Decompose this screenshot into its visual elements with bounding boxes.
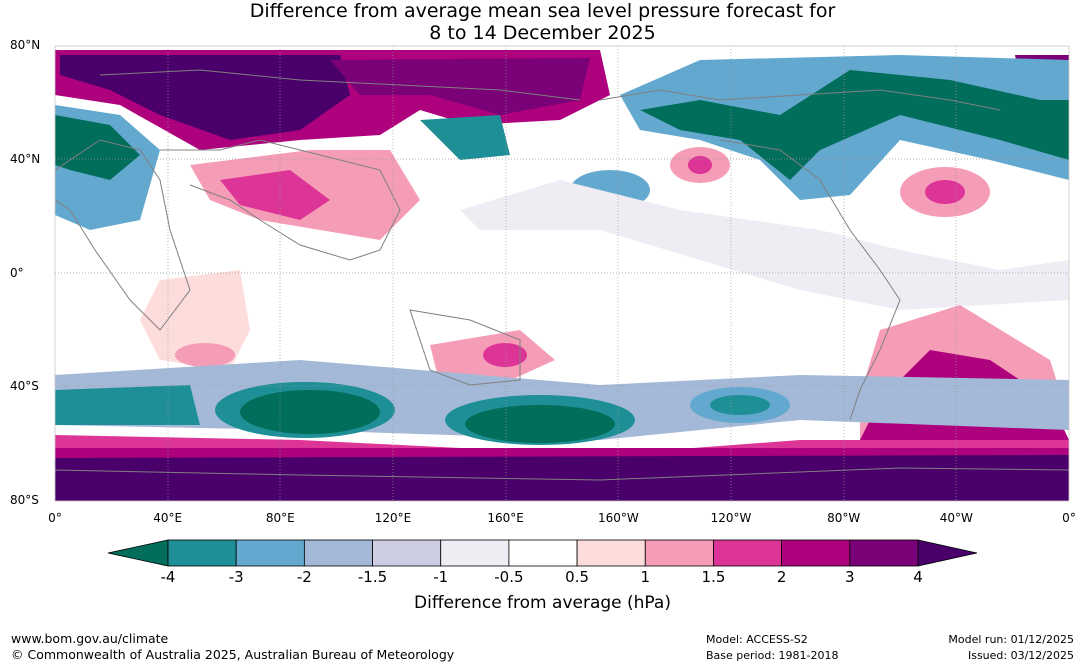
graticule-lines bbox=[55, 46, 1069, 501]
footer-issued: Issued: 03/12/2025 bbox=[967, 649, 1074, 662]
longitude-label: 40°W bbox=[939, 511, 973, 525]
map-title-line2: 8 to 14 December 2025 bbox=[429, 22, 656, 44]
latitude-label: 80°N bbox=[10, 38, 41, 52]
anomaly-region-europe-core bbox=[55, 115, 140, 180]
colorbar-tick: 2 bbox=[776, 568, 787, 586]
colorbar-swatch bbox=[508, 539, 578, 567]
colorbar-extend-low bbox=[107, 539, 169, 567]
longitude-label: 120°E bbox=[374, 511, 412, 525]
latitude-label: 40°S bbox=[10, 379, 39, 394]
colorbar-tick: -4 bbox=[160, 568, 176, 586]
footer-model-run: Model run: 01/12/2025 bbox=[948, 633, 1074, 646]
colorbar-tick: 0.5 bbox=[565, 568, 590, 586]
anomaly-region-tropics-lightblue bbox=[460, 180, 1069, 310]
anomaly-region-indian-pink bbox=[140, 270, 250, 370]
footer-base-period: Base period: 1981-2018 bbox=[706, 649, 839, 662]
footer-copyright: © Commonwealth of Australia 2025, Austra… bbox=[11, 647, 455, 662]
colorbar-tick: -3 bbox=[228, 568, 244, 586]
anomaly-region-north-high-core bbox=[60, 55, 350, 140]
colorbar-tick: 1 bbox=[640, 568, 651, 586]
colorbar-swatch bbox=[713, 539, 783, 567]
map-title-line1: Difference from average mean sea level p… bbox=[249, 0, 836, 22]
colorbar-tick: -2 bbox=[296, 568, 312, 586]
coastlines bbox=[55, 69, 1069, 481]
colorbar-tick: 3 bbox=[845, 568, 855, 586]
anomaly-region-north-america-core bbox=[640, 70, 1069, 180]
colorbar-swatch bbox=[576, 539, 646, 567]
colorbar-tick: 1.5 bbox=[701, 568, 726, 586]
longitude-label: 80°W bbox=[827, 511, 861, 525]
colorbar-tick: 4 bbox=[913, 568, 923, 586]
colorbar-swatch bbox=[849, 539, 919, 567]
longitude-label: 0° bbox=[48, 511, 62, 525]
colorbar-tick: -0.5 bbox=[494, 568, 524, 586]
longitude-label: 160°W bbox=[597, 511, 639, 525]
colorbar-tick: -1.5 bbox=[357, 568, 388, 586]
colorbar-extend-high bbox=[917, 539, 978, 567]
latitude-label: 0° bbox=[10, 265, 24, 280]
colorbar-swatch bbox=[440, 539, 510, 567]
latitude-label: 40°N bbox=[10, 151, 41, 166]
colorbar-swatch bbox=[644, 539, 714, 567]
anomaly-region-nw-pacific-low bbox=[420, 115, 510, 160]
colorbar-swatch bbox=[303, 539, 373, 567]
colorbar-swatch bbox=[167, 539, 237, 567]
colorbar-swatch bbox=[372, 539, 442, 567]
colorbar-swatch bbox=[781, 539, 851, 567]
longitude-label: 80°E bbox=[265, 511, 295, 525]
anomaly-region-siberia-core bbox=[330, 58, 590, 115]
longitude-label: 120°W bbox=[710, 511, 752, 525]
longitude-label: 40°E bbox=[153, 511, 183, 525]
map-frame bbox=[54, 45, 1070, 502]
longitude-label: 0° bbox=[1062, 511, 1076, 525]
longitude-label: 160°E bbox=[487, 511, 524, 525]
footer-model: Model: ACCESS-S2 bbox=[706, 633, 808, 646]
colorbar-tick: -1 bbox=[433, 568, 449, 586]
footer-url: www.bom.gov.au/climate bbox=[11, 631, 169, 646]
colorbar-swatch bbox=[235, 539, 305, 567]
anomaly-region-asia-magenta bbox=[220, 170, 330, 220]
colorbar-label: Difference from average (hPa) bbox=[414, 593, 671, 613]
latitude-label: 80°S bbox=[10, 493, 39, 507]
